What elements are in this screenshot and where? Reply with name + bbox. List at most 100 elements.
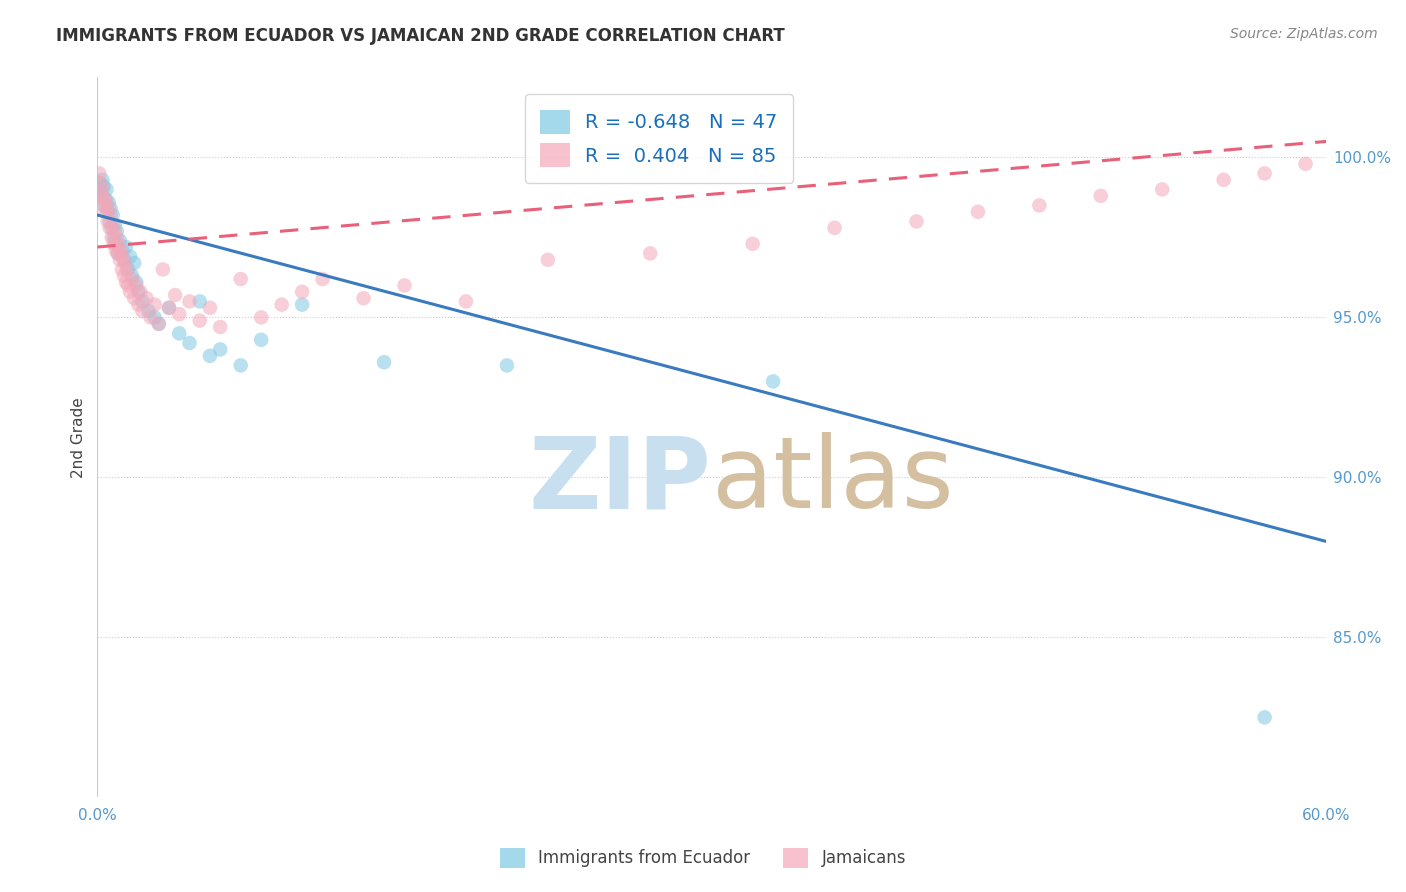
Point [209, 320, 232, 334]
Point [148, 317, 170, 331]
Point [229, 359, 252, 373]
Point [114, 256, 136, 270]
Point [97, 195, 120, 210]
Point [762, 375, 785, 389]
Point [98, 220, 121, 235]
Point [188, 294, 211, 309]
Point [90, 189, 112, 203]
Point [1253, 710, 1275, 724]
Point [311, 272, 333, 286]
Point [638, 246, 661, 260]
Point [100, 202, 122, 216]
Text: Source: ZipAtlas.com: Source: ZipAtlas.com [1230, 27, 1378, 41]
Point [1028, 198, 1050, 212]
Legend: R = -0.648   N = 47, R =  0.404   N = 85: R = -0.648 N = 47, R = 0.404 N = 85 [524, 95, 793, 183]
Point [152, 262, 174, 277]
Point [101, 208, 124, 222]
Point [111, 244, 134, 258]
Point [1152, 182, 1174, 196]
Point [104, 224, 127, 238]
Point [94, 204, 117, 219]
Point [89, 176, 111, 190]
Point [111, 262, 134, 277]
Point [139, 310, 162, 325]
Point [91, 182, 114, 196]
Point [112, 268, 135, 283]
Point [89, 176, 111, 190]
Point [108, 236, 131, 251]
Point [125, 275, 148, 289]
Text: atlas: atlas [711, 432, 953, 529]
Point [93, 198, 115, 212]
Point [90, 189, 112, 203]
Point [270, 297, 292, 311]
Point [93, 179, 115, 194]
Point [103, 230, 125, 244]
Text: ZIP: ZIP [529, 432, 711, 529]
Point [143, 310, 166, 325]
Legend: Immigrants from Ecuador, Jamaicans: Immigrants from Ecuador, Jamaicans [494, 841, 912, 875]
Point [91, 173, 114, 187]
Point [135, 291, 157, 305]
Point [100, 208, 122, 222]
Point [138, 304, 160, 318]
Point [157, 301, 180, 315]
Point [824, 220, 846, 235]
Point [117, 278, 139, 293]
Point [291, 285, 314, 299]
Point [105, 224, 128, 238]
Point [1336, 150, 1358, 164]
Point [98, 214, 121, 228]
Point [96, 182, 118, 196]
Point [107, 246, 129, 260]
Point [1396, 141, 1406, 155]
Point [129, 285, 152, 299]
Point [93, 192, 115, 206]
Point [104, 236, 127, 251]
Point [108, 234, 131, 248]
Point [115, 275, 138, 289]
Point [94, 192, 117, 206]
Point [89, 182, 111, 196]
Point [179, 294, 201, 309]
Point [1376, 157, 1399, 171]
Point [373, 355, 395, 369]
Point [97, 214, 120, 228]
Point [198, 301, 221, 315]
Point [1295, 157, 1317, 171]
Point [209, 343, 232, 357]
Point [112, 252, 135, 267]
Point [167, 307, 190, 321]
Point [100, 220, 122, 235]
Point [1212, 173, 1234, 187]
Point [131, 294, 153, 309]
Point [122, 256, 145, 270]
Point [96, 195, 118, 210]
Point [143, 297, 166, 311]
Point [104, 218, 127, 232]
Point [110, 244, 132, 258]
Point [250, 310, 273, 325]
Point [127, 297, 149, 311]
Point [89, 166, 111, 180]
Point [394, 278, 416, 293]
Point [120, 285, 142, 299]
Point [97, 204, 120, 219]
Point [741, 236, 763, 251]
Point [97, 202, 120, 216]
Point [167, 326, 190, 341]
Point [105, 230, 128, 244]
Point [100, 230, 122, 244]
Point [157, 301, 180, 315]
Point [179, 336, 201, 351]
Point [111, 250, 134, 264]
Point [188, 313, 211, 327]
Point [165, 288, 187, 302]
Point [115, 240, 138, 254]
Point [537, 252, 560, 267]
Point [115, 262, 138, 277]
Point [121, 272, 143, 286]
Point [1090, 189, 1112, 203]
Point [198, 349, 221, 363]
Point [454, 294, 477, 309]
